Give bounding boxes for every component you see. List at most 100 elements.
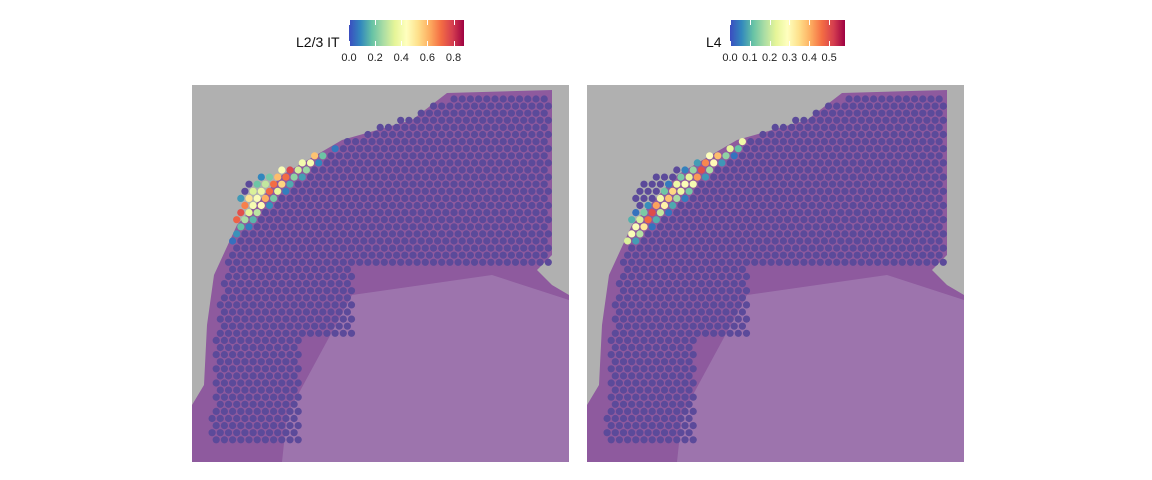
spot <box>233 400 241 408</box>
spot <box>722 152 730 160</box>
spot <box>878 237 886 245</box>
spot <box>697 280 705 288</box>
spot <box>611 358 619 366</box>
spot <box>783 201 792 210</box>
spot <box>343 294 351 302</box>
spot <box>237 436 245 444</box>
spot <box>368 138 376 146</box>
spot <box>306 272 315 281</box>
spot <box>237 379 245 387</box>
spot <box>479 216 487 224</box>
spot <box>347 329 356 337</box>
spot <box>673 336 681 344</box>
spot <box>454 173 462 181</box>
spot <box>536 145 544 153</box>
spot <box>290 301 298 309</box>
spot <box>681 223 689 231</box>
spot <box>689 379 697 387</box>
spot <box>759 230 767 238</box>
spot <box>315 287 323 295</box>
spot <box>483 223 491 231</box>
spot <box>413 258 421 266</box>
spot <box>511 130 520 139</box>
spot <box>878 223 886 231</box>
spot <box>759 216 767 224</box>
spot <box>503 173 511 181</box>
spot <box>302 180 310 188</box>
spot <box>462 102 470 110</box>
spot <box>233 216 241 224</box>
spot <box>660 244 669 252</box>
spot <box>714 280 722 288</box>
spot <box>656 351 664 359</box>
spot <box>607 351 615 359</box>
spot <box>216 372 224 380</box>
spot <box>290 386 298 394</box>
spot <box>278 180 286 188</box>
spot <box>755 251 763 259</box>
spot <box>224 343 233 352</box>
spot <box>524 109 532 117</box>
spot <box>919 251 927 259</box>
spot <box>730 223 738 231</box>
spot <box>837 109 845 117</box>
spot <box>364 130 372 139</box>
spot <box>902 138 910 146</box>
spot <box>540 237 548 245</box>
spot <box>665 336 673 344</box>
spot <box>224 372 233 380</box>
spot <box>425 237 433 245</box>
spot <box>319 209 327 217</box>
spot <box>388 173 397 181</box>
spot <box>677 187 685 195</box>
spot <box>665 351 673 359</box>
spot <box>442 237 450 245</box>
colorbar-tick-mark <box>349 20 350 25</box>
spot <box>628 230 636 238</box>
spot <box>397 187 405 195</box>
spot <box>417 109 425 117</box>
spot <box>220 379 228 387</box>
spot <box>706 237 714 245</box>
spot <box>829 138 837 146</box>
spot <box>475 138 483 146</box>
spot <box>286 251 294 259</box>
spot <box>710 230 718 238</box>
spot <box>833 116 841 124</box>
spot <box>820 138 828 146</box>
spot <box>792 244 800 252</box>
spot <box>829 123 837 131</box>
spot <box>319 308 327 316</box>
spot <box>648 351 656 359</box>
spot <box>319 322 327 330</box>
spot <box>853 209 861 217</box>
spot <box>429 216 438 224</box>
spot <box>388 244 397 252</box>
spot <box>845 166 853 174</box>
spot <box>648 393 656 401</box>
spot <box>462 159 470 167</box>
spot <box>335 308 343 316</box>
spot <box>282 400 290 408</box>
spot <box>656 237 664 245</box>
spot <box>861 123 869 131</box>
spot <box>302 166 310 174</box>
spot <box>730 180 738 188</box>
spot <box>771 223 779 231</box>
spot <box>245 180 253 188</box>
spot <box>751 230 759 238</box>
spot <box>927 166 935 174</box>
spot <box>669 358 677 366</box>
spot <box>747 237 755 245</box>
spot <box>816 130 824 139</box>
spot <box>462 116 470 124</box>
spot <box>356 173 364 181</box>
spot <box>804 166 812 174</box>
spot <box>726 201 734 210</box>
spot <box>540 180 548 188</box>
spot <box>669 372 677 380</box>
spot <box>742 287 751 295</box>
spot <box>837 223 845 231</box>
spot <box>298 258 306 266</box>
spot <box>685 201 693 210</box>
